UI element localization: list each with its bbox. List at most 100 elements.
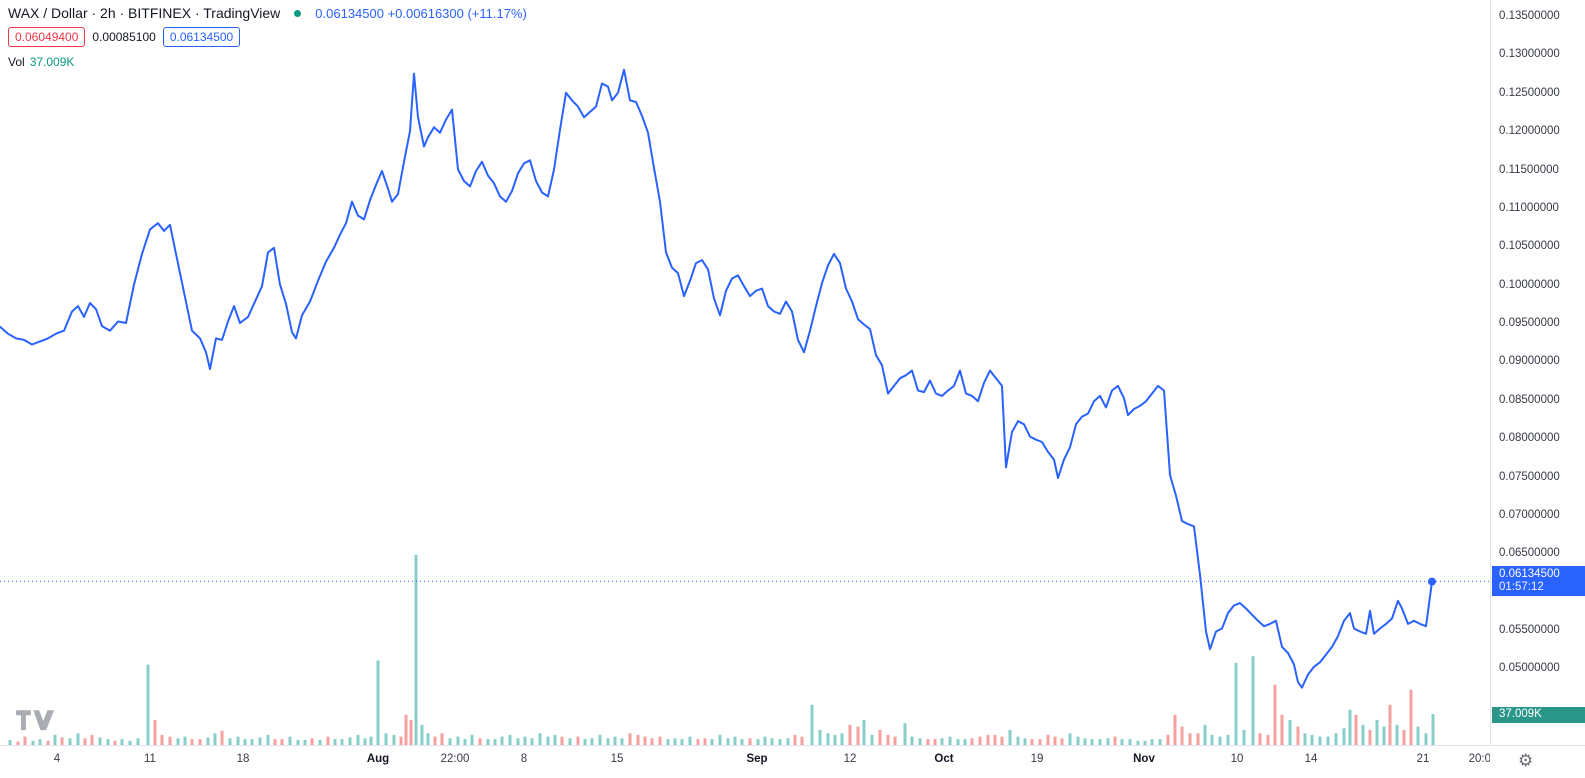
volume-bar (878, 729, 882, 745)
time-axis-label: 12 (843, 753, 857, 765)
volume-bar (258, 737, 262, 745)
volume-bar (1008, 729, 1012, 745)
volume-bar (348, 737, 352, 745)
volume-bar (500, 736, 504, 745)
volume-bar (1076, 736, 1080, 745)
volume-bar (770, 738, 774, 745)
time-axis[interactable]: 4 11 18 Aug 22:00 8 15 Sep 12 Oct 19 Nov 10 14 21 20:00… (0, 745, 1585, 778)
price-chart[interactable]: WAX / Dollar · 2h · BITFINEX · TradingVi… (0, 0, 1490, 745)
price-axis-label: 0.10000000 (1499, 278, 1560, 291)
volume-bar (1218, 736, 1222, 745)
volume-bar (356, 734, 360, 745)
last-price-dot (1428, 577, 1436, 586)
volume-bar (893, 736, 897, 745)
volume-bar (948, 736, 952, 745)
volume-bar (553, 734, 557, 745)
time-axis-label: Sep (746, 753, 768, 765)
volume-bar (1402, 729, 1406, 745)
volume-bar (76, 733, 80, 745)
volume-bar (326, 736, 330, 745)
volume-bar (153, 719, 157, 745)
volume-bar (763, 736, 767, 745)
volume-bar (598, 734, 602, 745)
volume-bar (273, 739, 277, 745)
chart-canvas[interactable] (0, 0, 1490, 745)
volume-bar (1060, 738, 1064, 745)
volume-bar (38, 739, 42, 745)
tradingview-logo[interactable] (16, 710, 54, 737)
volume-bar (392, 734, 396, 745)
volume-bar (538, 733, 542, 745)
volume-bar (288, 736, 292, 745)
volume-bar (560, 736, 564, 745)
settings-gear-icon[interactable]: ⚙ (1518, 751, 1534, 770)
price-axis[interactable]: 0.06134500 01:57:12 37.009K 0.13500000 0.… (1490, 0, 1585, 745)
time-axis-label: 4 (53, 753, 61, 765)
volume-bar (643, 736, 647, 745)
volume-bar (740, 739, 744, 745)
volume-bar (993, 734, 997, 745)
volume-bar (1409, 689, 1413, 745)
volume-bar (176, 738, 180, 745)
price-line-series[interactable] (0, 68, 1433, 689)
volume-bar (146, 664, 150, 745)
volume-bar (1296, 726, 1300, 745)
volume-bar (1120, 739, 1124, 745)
volume-bar (1188, 733, 1192, 745)
volume-bar (183, 736, 187, 745)
volume-bar (516, 738, 520, 745)
volume-bar (1143, 740, 1147, 745)
volume-bar (1395, 724, 1399, 745)
volume-bar (1382, 726, 1386, 745)
volume-bar (1342, 728, 1346, 745)
volume-bar (1106, 738, 1110, 745)
volume-bar (310, 738, 314, 745)
volume-bar (886, 734, 890, 745)
volume-bar (414, 554, 418, 745)
volume-bar (228, 738, 232, 745)
volume-bar (8, 740, 12, 745)
volume-bar (363, 738, 367, 745)
price-axis-label: 0.09000000 (1499, 355, 1560, 368)
volume-bar (1023, 738, 1027, 745)
volume-bar (810, 704, 814, 745)
volume-bar (448, 738, 452, 745)
price-axis-label: 0.11500000 (1499, 163, 1559, 176)
volume-bar (1136, 740, 1140, 745)
volume-bar (1354, 714, 1358, 745)
market-status-icon[interactable] (294, 9, 302, 17)
volume-bar (1046, 734, 1050, 745)
volume-bar (333, 739, 337, 745)
symbol-title[interactable]: WAX / Dollar · 2h · BITFINEX · TradingVi… (8, 5, 281, 21)
tradingview-logo-icon (16, 710, 54, 731)
volume-bar (786, 738, 790, 745)
volume-bar (756, 739, 760, 745)
volume-bar (848, 724, 852, 745)
price-axis-label: 0.11000000 (1499, 201, 1559, 214)
volume-bar (688, 736, 692, 745)
price-axis-label: 0.07500000 (1499, 470, 1560, 483)
time-axis-label: 21 (1416, 753, 1430, 765)
volume-bar (833, 734, 837, 745)
bid-ask-row: 0.06049400 0.00085100 0.06134500 (8, 27, 527, 47)
volume-bar (1416, 726, 1420, 745)
volume-bar (1273, 684, 1277, 745)
volume-bar (1318, 736, 1322, 745)
volume-bar (718, 734, 722, 745)
price-axis-label: 0.10500000 (1499, 240, 1560, 253)
volume-bar (60, 737, 64, 745)
spread-value: 0.00085100 (92, 30, 156, 44)
volume-bar (826, 733, 830, 745)
volume-bar (1173, 714, 1177, 745)
volume-bar (409, 719, 413, 745)
volume-bar (1203, 724, 1207, 745)
volume-bar (963, 739, 967, 745)
volume-bar (956, 739, 960, 745)
legend: WAX / Dollar · 2h · BITFINEX · TradingVi… (8, 5, 527, 69)
volume-bar (1166, 734, 1170, 745)
time-axis-label: Nov (1133, 753, 1155, 765)
volume-bar (1196, 733, 1200, 745)
volume-bar (733, 736, 737, 745)
volume-bar (793, 734, 797, 745)
volume-label[interactable]: Vol (8, 55, 25, 69)
